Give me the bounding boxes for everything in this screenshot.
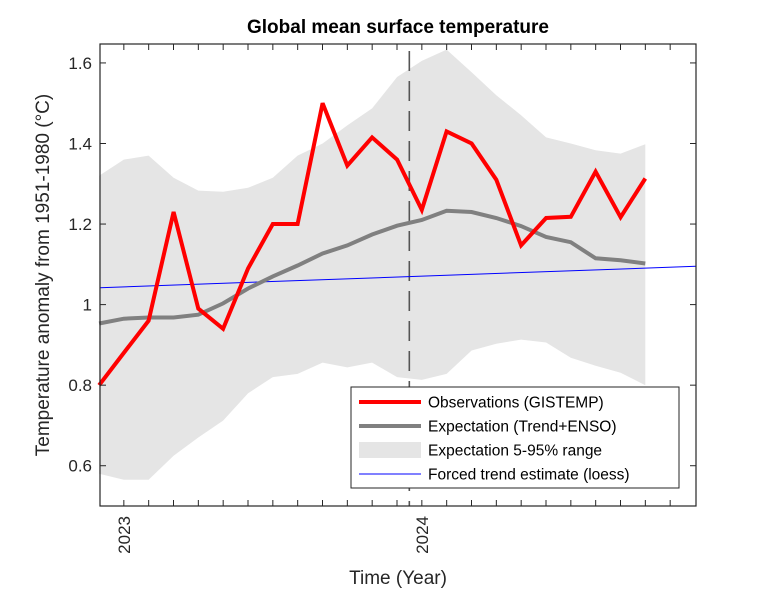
legend: Observations (GISTEMP) Expectation (Trend…: [350, 386, 680, 489]
y-tick-label: 0.6: [68, 457, 92, 476]
y-axis-label: Temperature anomaly from 1951-1980 (°C): [33, 94, 54, 456]
y-tick-label: 1.6: [68, 54, 92, 73]
legend-swatch: [359, 442, 421, 458]
y-tick-label: 0.8: [68, 376, 92, 395]
plot-frame: [99, 43, 697, 507]
legend-entry-expectation-trend-enso: Expectation (Trend+ENSO): [359, 419, 617, 436]
x-tick-label: 2023: [115, 516, 134, 554]
y-tick-label: 1: [83, 296, 92, 315]
legend-label: Forced trend estimate (loess): [428, 467, 630, 484]
legend-entry-forced-trend-estimate-loess: Forced trend estimate (loess): [359, 467, 630, 484]
legend-label: Expectation (Trend+ENSO): [428, 419, 617, 436]
x-tick-label: 2024: [413, 516, 432, 554]
legend-entry-expectation-5-95-range: Expectation 5-95% range: [359, 442, 602, 460]
legend-label: Expectation 5-95% range: [428, 443, 602, 460]
y-tick-label: 1.4: [68, 134, 92, 153]
y-tick-label: 1.2: [68, 215, 92, 234]
band-expectation-5-95-range: [99, 49, 646, 480]
legend-entry-observations-gistemp: Observations (GISTEMP): [359, 395, 604, 412]
legend-label: Observations (GISTEMP): [428, 395, 604, 412]
band-layer: [99, 49, 646, 480]
tick-layer: 0.6 0.8 1 1.2 1.4 1.6 2023 2024: [68, 44, 696, 554]
series-forced-trend-estimate-loess: [99, 265, 697, 289]
chart-title: Global mean surface temperature: [247, 17, 549, 38]
x-axis-label: Time (Year): [349, 568, 447, 589]
series-layer: [97, 102, 697, 387]
